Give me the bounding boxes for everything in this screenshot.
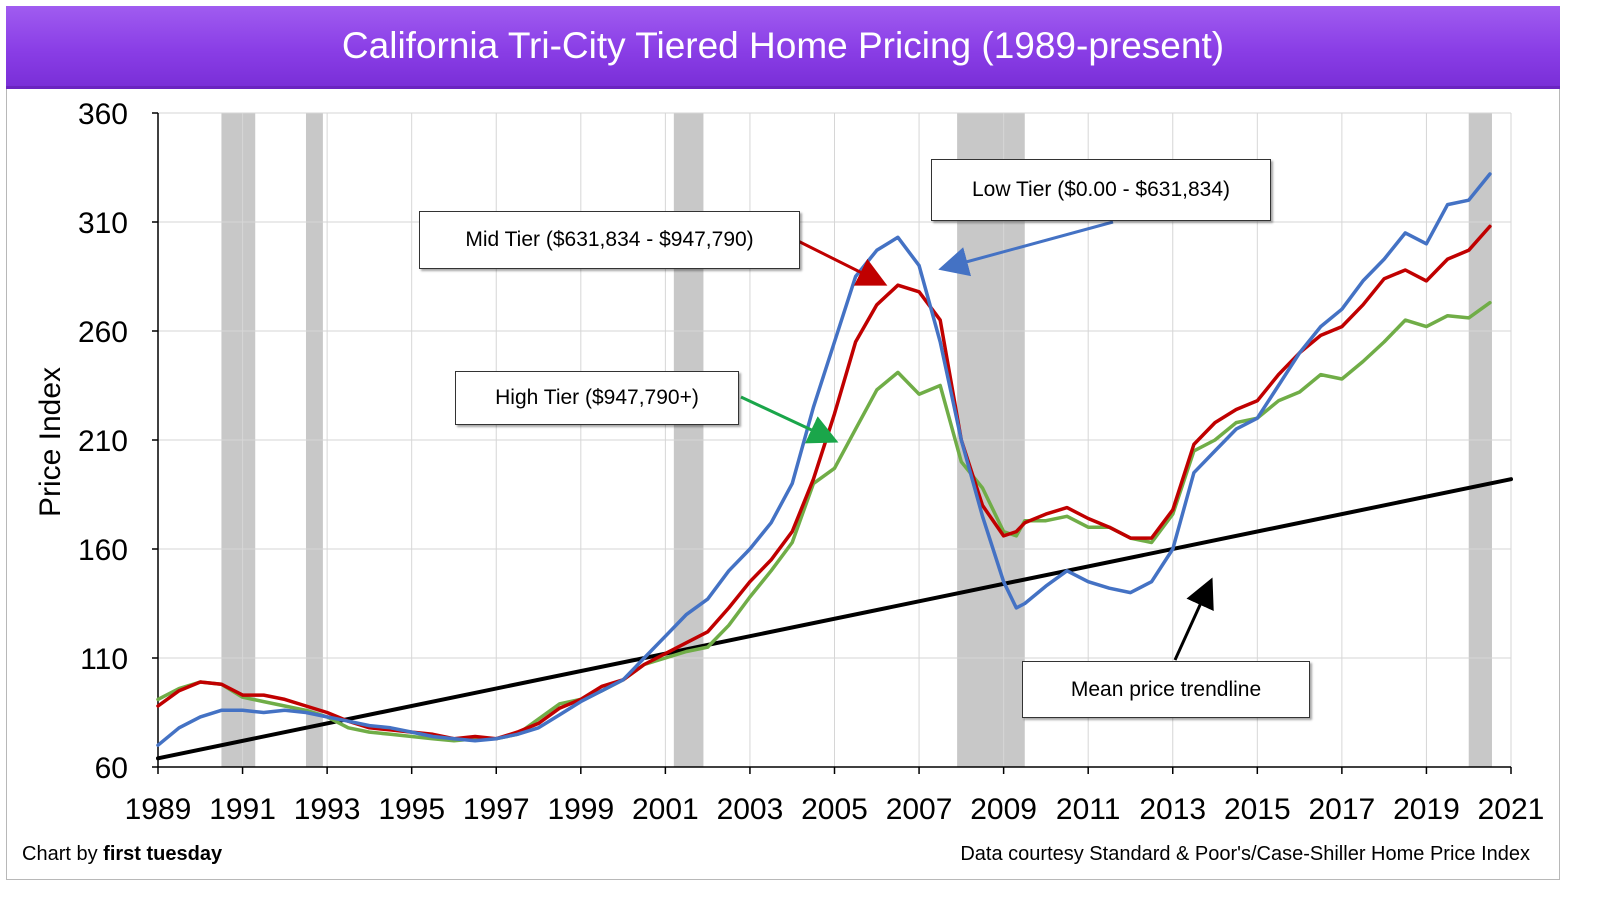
callout-low-tier-label: Low Tier ($0.00 - $631,834) (972, 178, 1230, 201)
axes: 60 110 160 210 260 310 360 1989 1991 1993 1995 1997… (78, 98, 1544, 826)
x-tick-label: 1999 (547, 793, 614, 826)
x-tick-label: 1989 (125, 793, 192, 826)
series-line-trend (156, 477, 1513, 761)
y-axis-label: Price Index (34, 367, 67, 517)
chart-credit-brand: first tuesday (103, 843, 223, 865)
x-tick-label: 1995 (378, 793, 445, 826)
x-tick-label: 2011 (1056, 793, 1121, 826)
arrow-trend (1173, 577, 1214, 661)
x-tick-label: 1993 (294, 793, 361, 826)
data-source: Data courtesy Standard & Poor's/Case-Shi… (960, 843, 1530, 865)
x-tick-label: 1997 (463, 793, 530, 826)
x-tick-label: 2017 (1309, 793, 1376, 826)
chart-title: California Tri-City Tiered Home Pricing … (6, 6, 1560, 89)
series-lines (156, 172, 1513, 761)
x-tick-label: 2001 (632, 793, 699, 826)
callout-low-tier: Low Tier ($0.00 - $631,834) (931, 159, 1271, 221)
arrow-low (938, 220, 1114, 277)
x-tick-label: 2009 (970, 793, 1037, 826)
x-tick-label: 2021 (1478, 793, 1545, 826)
callout-high-tier-label: High Tier ($947,790+) (495, 386, 699, 409)
callout-mid-tier: Mid Tier ($631,834 - $947,790) (419, 211, 800, 269)
x-tick-label: 2015 (1224, 793, 1291, 826)
x-tick-label: 1991 (209, 793, 276, 826)
chart-credit-prefix: Chart by (22, 843, 98, 865)
callout-arrows (740, 220, 1214, 661)
y-tick-label: 210 (78, 425, 128, 458)
x-tick-label: 2007 (886, 793, 953, 826)
y-tick-label: 360 (78, 98, 128, 131)
x-tick-label: 2003 (717, 793, 784, 826)
x-tick-label: 2013 (1139, 793, 1206, 826)
y-tick-label: 110 (80, 643, 128, 676)
y-tick-label: 60 (95, 752, 128, 785)
series-line-high (156, 300, 1492, 743)
callout-high-tier: High Tier ($947,790+) (455, 371, 739, 425)
series-line-mid (156, 224, 1492, 741)
x-tick-label: 2019 (1393, 793, 1460, 826)
y-tick-label: 260 (78, 316, 128, 349)
series-line-low (156, 172, 1492, 747)
y-tick-label: 160 (78, 534, 128, 567)
x-tick-label: 2005 (801, 793, 868, 826)
y-tick-label: 310 (78, 207, 128, 240)
callout-trendline-label: Mean price trendline (1070, 677, 1262, 701)
arrow-mid (795, 238, 888, 286)
callout-mid-tier-label: Mid Tier ($631,834 - $947,790) (465, 228, 754, 251)
chart-credit: Chart by first tuesday (22, 843, 222, 866)
arrow-high (740, 395, 839, 444)
callout-trendline: Mean price trendline (1022, 661, 1310, 718)
